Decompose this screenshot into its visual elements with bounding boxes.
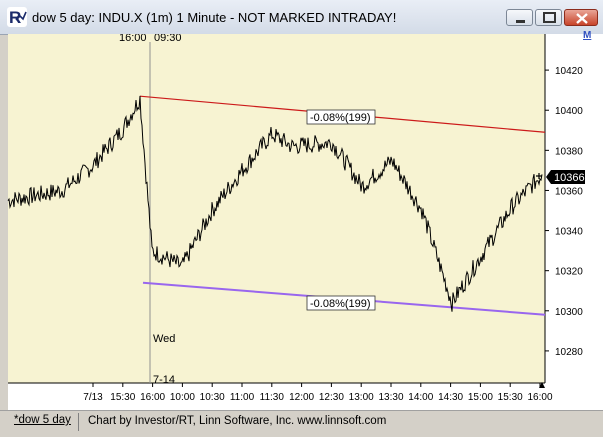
x-tick-label: 14:00 xyxy=(408,392,433,403)
session-date-label: 7-14 xyxy=(153,374,175,386)
session-day-label: Wed xyxy=(153,333,175,345)
minimize-button[interactable] xyxy=(506,9,533,26)
price-chart[interactable]: 16:00 09:30 Wed 7-14 10280 10300 10320 1034… xyxy=(0,34,603,410)
status-bar: *dow 5 day Chart by Investor/RT, Linn So… xyxy=(0,410,603,437)
maximize-icon xyxy=(543,12,556,23)
close-icon xyxy=(576,13,588,24)
x-tick-label: 13:30 xyxy=(378,392,403,403)
y-tick-label: 10380 xyxy=(555,146,583,157)
scroll-marker-icon[interactable] xyxy=(539,382,545,388)
svg-text:R: R xyxy=(9,8,21,27)
x-tick-label: 10:30 xyxy=(200,392,225,403)
m-icon[interactable]: M xyxy=(583,30,592,41)
last-price-tag: 10366 xyxy=(546,170,585,184)
session-time-right: 09:30 xyxy=(154,34,182,44)
x-tick-label: 7/13 xyxy=(83,392,103,403)
x-axis-panel xyxy=(8,383,603,410)
x-tick-label: 10:00 xyxy=(170,392,195,403)
x-axis-ticks: 7/13 15:30 16:00 10:00 10:30 11:00 11:30 12:00 1… xyxy=(83,383,553,403)
y-tick-label: 10360 xyxy=(555,186,583,197)
y-tick-label: 10320 xyxy=(555,267,583,278)
y-axis-panel xyxy=(545,34,603,383)
x-tick-label: 12:30 xyxy=(319,392,344,403)
y-tick-label: 10400 xyxy=(555,106,583,117)
x-tick-label: 14:30 xyxy=(438,392,463,403)
status-divider xyxy=(78,413,79,431)
x-tick-label: 11:00 xyxy=(230,392,255,403)
credit-text: Chart by Investor/RT, Linn Software, Inc… xyxy=(88,415,387,427)
y-tick-label: 10300 xyxy=(555,307,583,318)
crosshair-cursor-icon xyxy=(536,173,542,179)
x-tick-label: 15:30 xyxy=(498,392,523,403)
close-button[interactable] xyxy=(564,9,598,26)
lower-trend-label-text: -0.08%(199) xyxy=(310,298,371,310)
upper-trendline-label: -0.08%(199) xyxy=(306,109,376,125)
x-tick-label: 11:30 xyxy=(260,392,285,403)
upper-trend-label-text: -0.08%(199) xyxy=(310,112,371,124)
chart-tab[interactable]: *dow 5 day xyxy=(14,414,71,426)
x-tick-label: 13:00 xyxy=(349,392,374,403)
y-tick-label: 10420 xyxy=(555,66,583,77)
y-tick-label: 10340 xyxy=(555,227,583,238)
x-tick-label: 16:00 xyxy=(527,392,552,403)
y-tick-label: 10280 xyxy=(555,347,583,358)
app-logo-icon: R xyxy=(7,7,27,27)
title-bar[interactable]: R dow 5 day: INDU.X (1m) 1 Minute - NOT … xyxy=(0,0,603,35)
x-tick-label: 16:00 xyxy=(140,392,165,403)
session-time-left: 16:00 xyxy=(119,34,147,44)
maximize-button[interactable] xyxy=(535,9,562,26)
last-price-tag-text: 10366 xyxy=(554,172,585,184)
price-series-line xyxy=(7,95,543,312)
plot-area[interactable] xyxy=(8,34,545,383)
minimize-icon xyxy=(516,20,525,23)
x-tick-label: 15:30 xyxy=(110,392,135,403)
window-title: dow 5 day: INDU.X (1m) 1 Minute - NOT MA… xyxy=(32,10,397,25)
x-tick-label: 12:00 xyxy=(289,392,314,403)
lower-trendline-label: -0.08%(199) xyxy=(306,295,376,311)
x-tick-label: 15:00 xyxy=(468,392,493,403)
y-axis-ticks: 10280 10300 10320 10340 10360 10380 10400 10420 xyxy=(545,66,583,358)
